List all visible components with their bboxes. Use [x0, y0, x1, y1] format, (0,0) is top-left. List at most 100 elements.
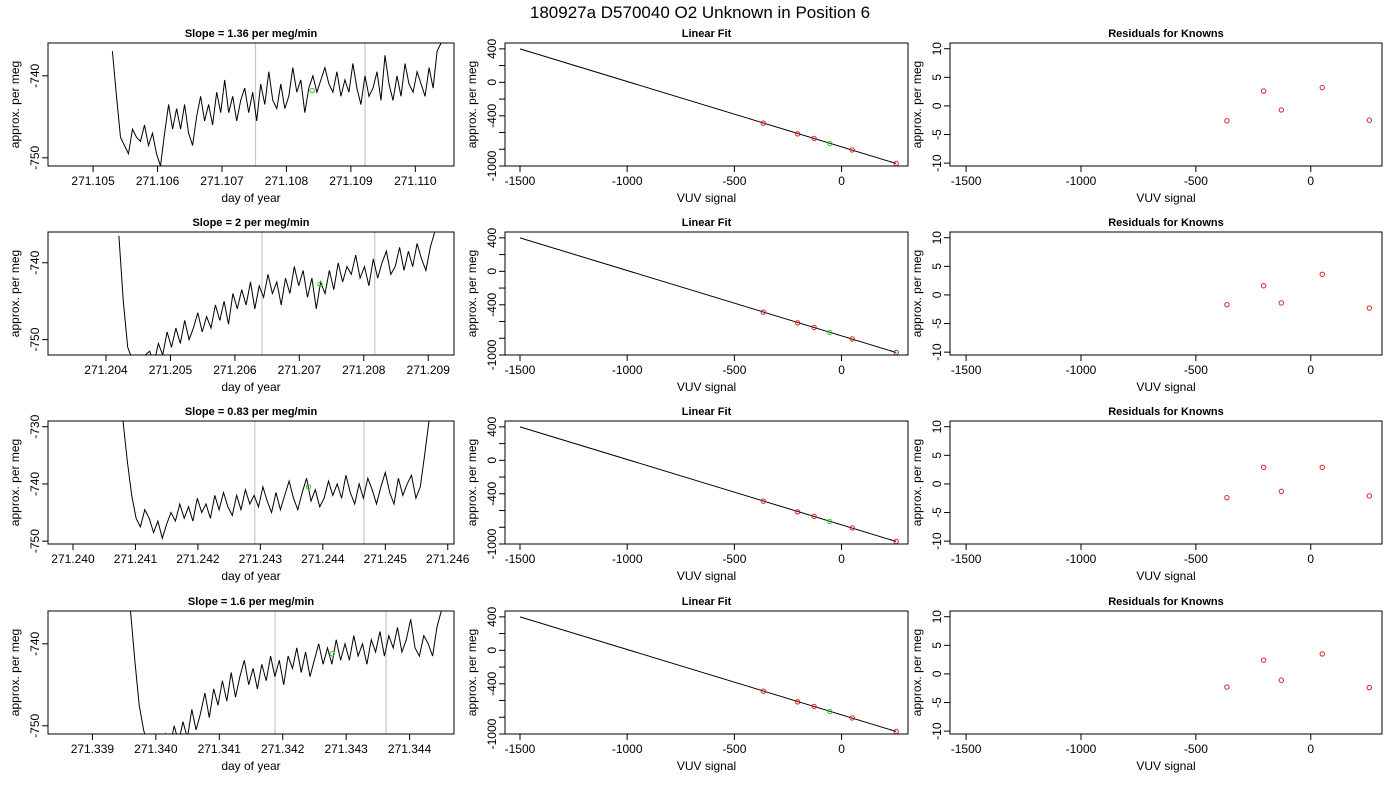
plot-area — [1224, 651, 1373, 691]
known-point — [1224, 118, 1230, 124]
plot-area — [1224, 84, 1373, 124]
plot-frame — [504, 420, 909, 545]
y-tick-label: 5 — [930, 263, 944, 270]
y-tick-label: -10 — [930, 343, 944, 361]
y-tick-label: -1000 — [485, 528, 499, 559]
x-tick-label: 271.339 — [71, 742, 115, 756]
x-tick-label: 271.209 — [407, 363, 451, 377]
y-tick-label: -750 — [28, 529, 42, 553]
known-point — [1319, 84, 1325, 91]
plot-area — [111, 43, 442, 166]
plot-frame — [47, 42, 455, 167]
y-tick-label: 0 — [930, 670, 944, 677]
y-tick-label: -5 — [930, 129, 944, 140]
plot-frame — [504, 231, 909, 356]
x-tick-label: 0 — [838, 552, 845, 566]
panel-title: Slope = 0.83 per meg/min — [185, 406, 318, 418]
figure-title: 180927a D570040 O2 Unknown in Position 6 — [530, 3, 870, 22]
x-axis-label: VUV signal — [677, 380, 736, 394]
x-tick-label: 271.343 — [324, 742, 368, 756]
x-axis-label: VUV signal — [1136, 759, 1195, 773]
y-tick-label: -740 — [28, 63, 42, 87]
x-tick-label: 271.240 — [51, 552, 95, 566]
y-tick-label: -400 — [485, 103, 499, 127]
signal-trace — [130, 611, 442, 734]
panel-title: Slope = 1.6 per meg/min — [188, 596, 315, 608]
x-tick-label: -500 — [1184, 742, 1208, 756]
x-tick-label: 271.207 — [278, 363, 322, 377]
panel-residuals-2: Residuals for Knowns -1500 -1000 -500 0 10 5 0 -… — [910, 217, 1383, 394]
x-tick-label: 0 — [1307, 552, 1314, 566]
x-tick-label: 271.246 — [426, 552, 470, 566]
panel-timeseries-2: Slope = 2 per meg/min 271.204 271.205 271.2… — [8, 217, 455, 394]
y-tick-label: -1000 — [485, 150, 499, 181]
x-tick-label: 0 — [1307, 363, 1314, 377]
y-tick-label: -1000 — [485, 339, 499, 370]
plot-frame — [949, 610, 1383, 735]
plot-area — [130, 611, 442, 734]
known-point — [1319, 271, 1325, 278]
known-point — [760, 120, 767, 126]
y-tick-label: -10 — [930, 154, 944, 172]
y-axis-label: approx. per meg — [465, 250, 479, 337]
x-tick-label: 271.206 — [213, 363, 257, 377]
known-point — [849, 715, 855, 721]
panel-linear-fit-3: Linear Fit -1500 -1000 -500 0 400 0 -400 -1000 VU… — [465, 406, 909, 583]
y-axis-label: approx. per meg — [910, 61, 924, 148]
x-axis-label: VUV signal — [677, 191, 736, 205]
panel-title: Residuals for Knowns — [1108, 406, 1224, 418]
y-tick-label: -400 — [485, 481, 499, 505]
y-tick-label: -5 — [930, 507, 944, 518]
plot-area — [122, 421, 430, 544]
known-point — [811, 135, 817, 142]
x-tick-label: 271.108 — [265, 174, 309, 188]
y-tick-label: -750 — [28, 327, 42, 351]
known-point — [849, 147, 855, 153]
x-tick-label: -1000 — [1066, 742, 1097, 756]
x-tick-label: 271.341 — [198, 742, 242, 756]
y-axis-label: approx. per meg — [8, 61, 22, 148]
x-tick-label: 271.340 — [134, 742, 178, 756]
y-axis-label: approx. per meg — [8, 250, 22, 337]
x-axis-label: VUV signal — [1136, 380, 1195, 394]
x-tick-label: 271.110 — [394, 174, 437, 188]
y-tick-label: 0 — [485, 647, 499, 654]
known-point — [811, 513, 817, 520]
known-point — [1278, 300, 1285, 306]
panel-title: Linear Fit — [682, 406, 732, 418]
y-tick-label: 0 — [485, 79, 499, 86]
y-tick-label: 5 — [930, 642, 944, 649]
known-point — [1260, 464, 1267, 471]
x-tick-label: 271.106 — [136, 174, 180, 188]
panel-title: Linear Fit — [682, 28, 732, 40]
known-point — [760, 498, 767, 504]
x-axis-label: day of year — [221, 569, 280, 583]
x-tick-label: 271.109 — [329, 174, 373, 188]
x-tick-label: 271.242 — [176, 552, 220, 566]
plot-area — [519, 616, 899, 734]
plot-frame — [47, 420, 455, 545]
x-tick-label: -1000 — [612, 174, 643, 188]
plot-area — [1224, 271, 1373, 311]
x-tick-label: -1500 — [951, 552, 982, 566]
x-tick-label: 271.241 — [114, 552, 158, 566]
x-tick-label: -1500 — [951, 174, 982, 188]
panel-linear-fit-4: Linear Fit -1500 -1000 -500 0 400 0 -400 -1000 VU… — [465, 596, 909, 773]
plot-area — [519, 237, 899, 355]
x-axis-label: day of year — [221, 380, 280, 394]
plot-frame — [504, 42, 909, 167]
panel-title: Residuals for Knowns — [1108, 28, 1224, 40]
known-point — [1366, 305, 1373, 311]
known-point — [1319, 464, 1325, 471]
panel-title: Slope = 2 per meg/min — [192, 217, 309, 229]
known-point — [794, 699, 801, 705]
x-tick-label: 0 — [838, 174, 845, 188]
x-tick-label: -1500 — [951, 363, 982, 377]
known-point — [1278, 107, 1285, 113]
y-axis-label: approx. per meg — [465, 61, 479, 148]
unknown-mean-marker — [309, 87, 315, 94]
x-tick-label: -1500 — [951, 742, 982, 756]
unknown-point — [827, 329, 833, 336]
y-tick-label: 400 — [485, 39, 499, 59]
x-tick-label: -1500 — [505, 363, 536, 377]
